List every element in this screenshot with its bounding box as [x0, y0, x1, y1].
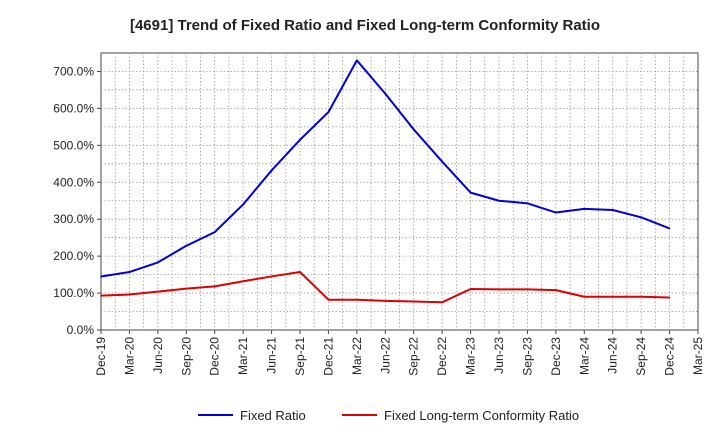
data-point-series-0 — [327, 111, 330, 113]
x-tick-label: Jun-22 — [378, 337, 392, 374]
data-point-series-0 — [128, 271, 131, 273]
x-tick-label: Sep-20 — [179, 337, 193, 376]
legend-label-0: Fixed Ratio — [240, 408, 306, 423]
data-point-series-1 — [640, 295, 642, 298]
data-point-series-1 — [498, 288, 500, 291]
data-point-series-0 — [555, 211, 557, 214]
y-tick-label: 100.0% — [53, 286, 94, 300]
data-point-series-0 — [185, 244, 188, 247]
y-tick-label: 600.0% — [53, 101, 94, 115]
x-tick-label: Jun-20 — [151, 337, 165, 374]
x-tick-label: Mar-23 — [464, 337, 478, 375]
series-lines — [100, 59, 671, 304]
data-point-series-0 — [213, 231, 216, 233]
data-point-series-0 — [384, 92, 387, 95]
x-tick-label: Mar-20 — [122, 337, 136, 375]
data-point-series-0 — [157, 261, 159, 264]
y-tick-label: 200.0% — [53, 249, 94, 263]
x-tick-label: Mar-25 — [691, 337, 705, 375]
x-tick-label: Mar-24 — [577, 337, 591, 375]
data-point-series-1 — [526, 288, 529, 291]
chart-title: [4691] Trend of Fixed Ratio and Fixed Lo… — [130, 17, 600, 34]
axes: 0.0% 100.0% 200.0% 300.0% 400.0% 500.0% 600.0%… — [53, 64, 705, 375]
data-point-series-0 — [640, 216, 642, 219]
data-point-series-0 — [583, 208, 586, 210]
data-point-series-0 — [526, 202, 529, 205]
y-tick-label: 700.0% — [53, 64, 94, 78]
legend: Fixed Ratio Fixed Long-term Conformity Ra… — [198, 408, 579, 423]
data-point-series-1 — [412, 300, 415, 303]
data-point-series-0 — [668, 227, 671, 230]
data-point-series-1 — [128, 293, 131, 296]
data-point-series-0 — [100, 275, 102, 278]
x-tick-label: Dec-22 — [435, 337, 449, 376]
x-tick-label: Dec-23 — [549, 337, 563, 376]
data-point-series-1 — [157, 290, 159, 293]
data-point-series-1 — [356, 298, 358, 301]
data-point-series-1 — [185, 287, 188, 290]
data-point-series-1 — [441, 301, 443, 304]
data-point-series-0 — [469, 191, 472, 194]
data-point-series-1 — [213, 285, 216, 288]
x-tick-label: Jun-24 — [606, 337, 620, 374]
legend-label-1: Fixed Long-term Conformity Ratio — [384, 408, 579, 423]
data-point-series-1 — [100, 294, 102, 297]
data-point-series-1 — [583, 295, 586, 298]
data-point-series-1 — [299, 271, 301, 273]
y-tick-label: 0.0% — [67, 323, 95, 337]
data-point-series-1 — [327, 298, 330, 301]
x-tick-label: Sep-21 — [293, 337, 307, 376]
y-tick-label: 400.0% — [53, 175, 94, 189]
y-tick-label: 300.0% — [53, 212, 94, 226]
grid — [100, 52, 699, 331]
x-tick-label: Sep-23 — [520, 337, 534, 376]
y-tick-label: 500.0% — [53, 138, 94, 152]
x-tick-label: Mar-22 — [350, 337, 364, 375]
x-tick-label: Jun-23 — [492, 337, 506, 374]
data-point-series-0 — [611, 209, 614, 211]
x-tick-label: Dec-19 — [94, 337, 108, 376]
data-point-series-1 — [384, 300, 387, 302]
data-point-series-0 — [412, 128, 415, 131]
x-tick-label: Dec-24 — [663, 337, 677, 376]
data-point-series-1 — [242, 280, 244, 283]
data-point-series-0 — [242, 203, 244, 206]
data-point-series-0 — [498, 199, 500, 202]
x-tick-label: Mar-21 — [236, 337, 250, 375]
data-point-series-0 — [270, 169, 273, 172]
data-point-series-1 — [469, 288, 472, 290]
data-point-series-1 — [611, 295, 614, 298]
x-tick-label: Dec-20 — [208, 337, 222, 376]
data-point-series-1 — [668, 296, 671, 299]
data-point-series-1 — [555, 289, 557, 291]
x-tick-label: Dec-21 — [321, 337, 335, 376]
x-tick-label: Sep-22 — [407, 337, 421, 376]
data-point-series-0 — [356, 59, 358, 62]
data-point-series-0 — [299, 138, 301, 141]
x-tick-label: Jun-21 — [265, 337, 279, 374]
x-tick-label: Sep-24 — [634, 337, 648, 376]
data-point-series-1 — [270, 275, 273, 278]
data-point-series-0 — [441, 160, 443, 163]
